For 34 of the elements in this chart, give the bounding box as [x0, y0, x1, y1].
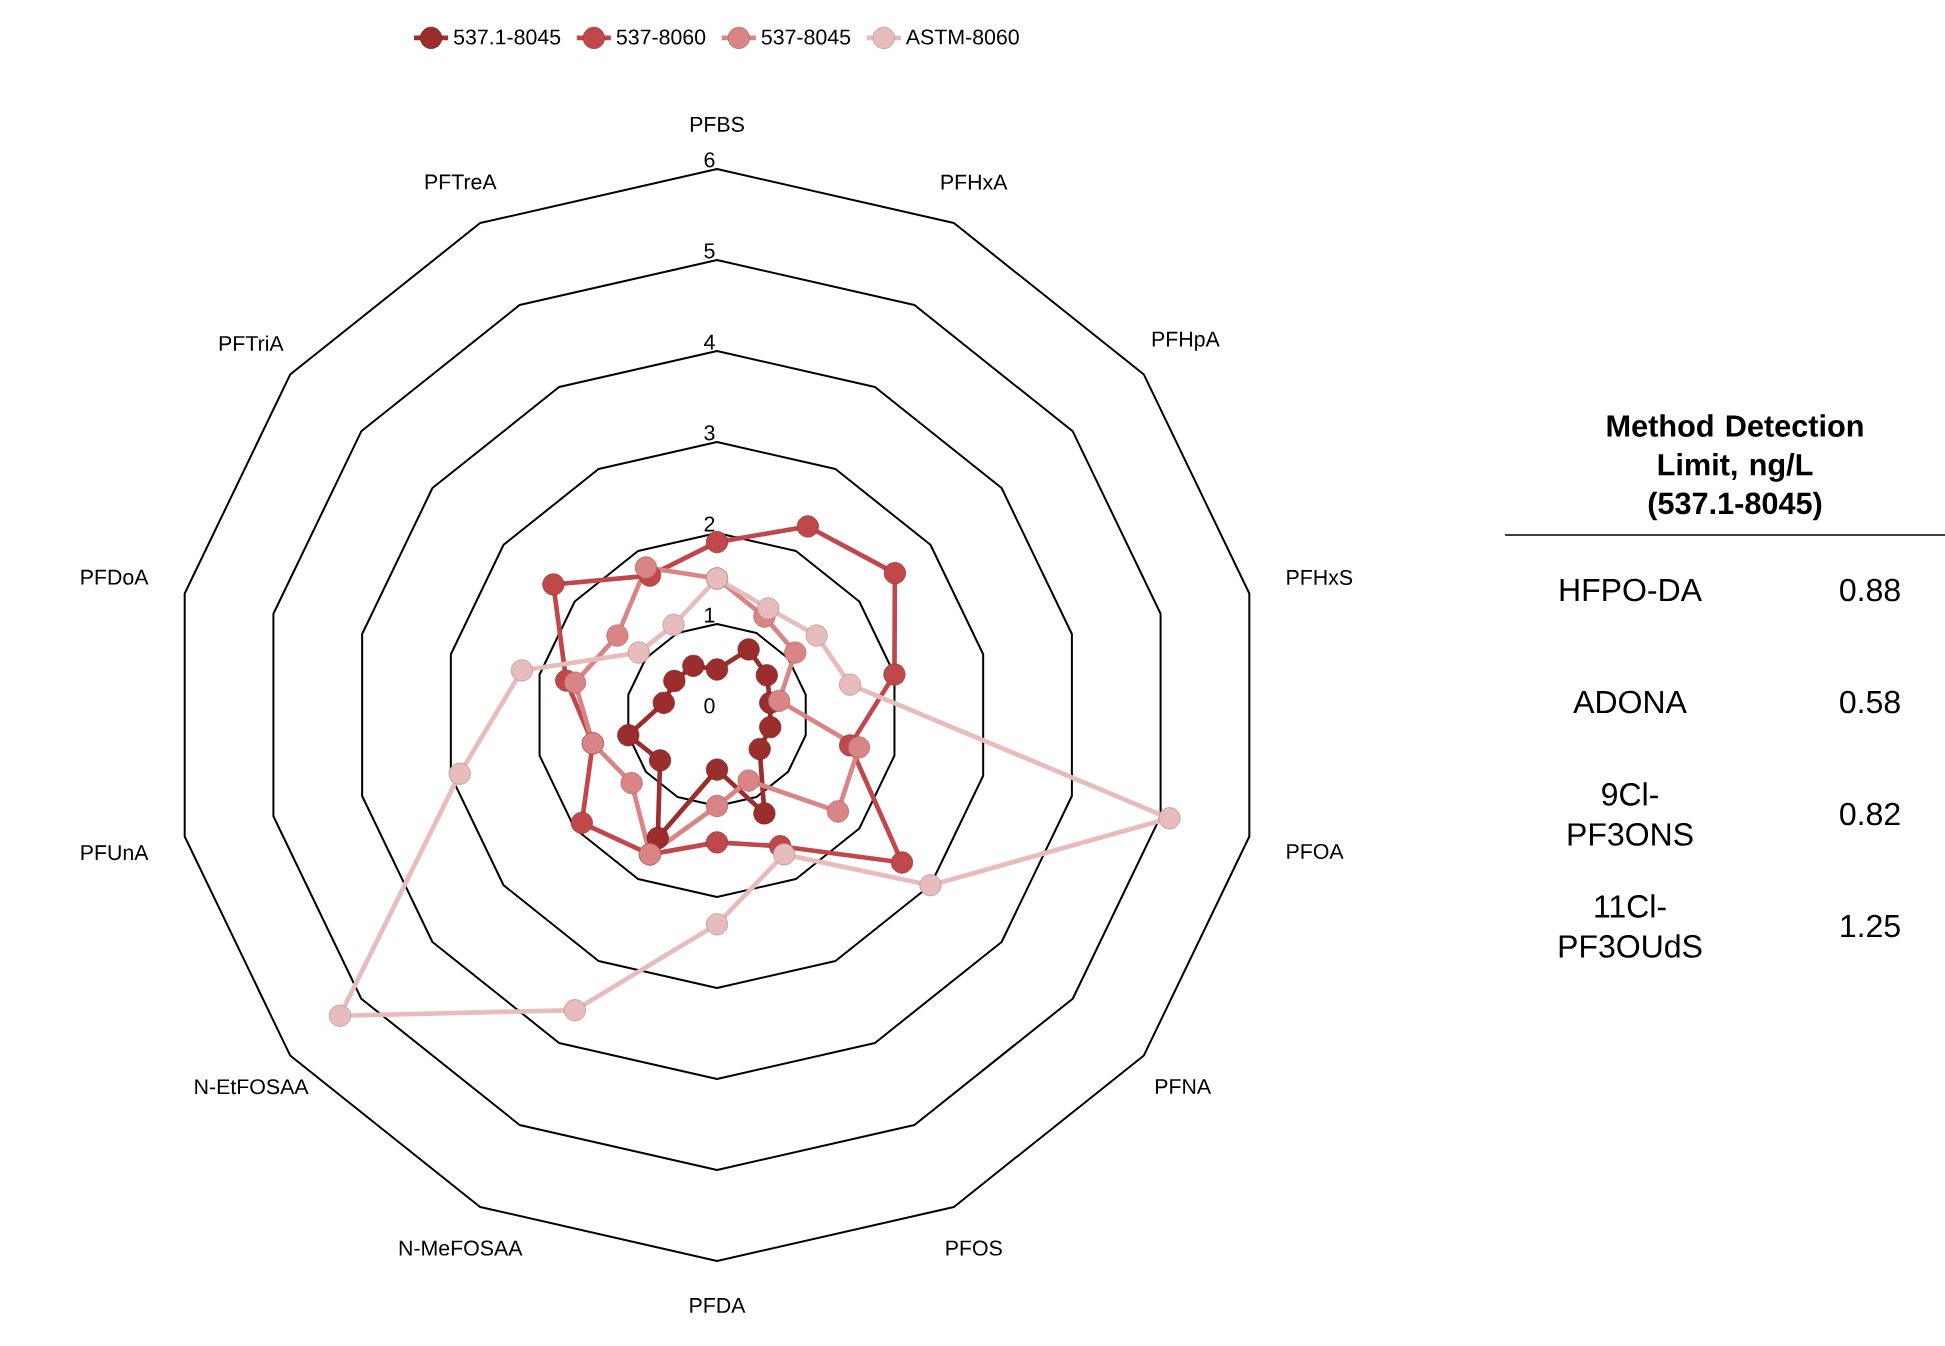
spoke-label: PFTriA: [219, 335, 284, 351]
spoke-label: PFBS: [690, 116, 744, 132]
legend-label: 537-8045: [761, 29, 851, 45]
spoke-label: PFHxS: [1287, 569, 1353, 585]
y-tick-label: 1: [705, 607, 715, 623]
legend-label: 537.1-8045: [454, 29, 561, 45]
spoke-label: PFOS: [946, 1240, 1002, 1256]
spoke-label: PFHpA: [1152, 331, 1220, 351]
data-label: 0.58: [1840, 690, 1900, 714]
spoke-label: PFHxA: [941, 174, 1008, 190]
spoke-label: PFUnA: [81, 845, 149, 861]
category-label: HFPO-DA: [1560, 578, 1702, 602]
y-tick-label: 3: [704, 425, 715, 441]
y-tick-label: 2: [704, 516, 715, 532]
data-label: 0.82: [1840, 802, 1900, 826]
data-label: 1.25: [1841, 914, 1900, 938]
y-tick-label: 4: [704, 334, 715, 350]
legend-label: ASTM-8060: [905, 29, 1019, 45]
spoke-label: N-EtFOSAA: [195, 1079, 309, 1095]
spoke-label: PFTreA: [425, 174, 497, 190]
spoke-label: PFOA: [1287, 843, 1344, 860]
y-tick-label: 6: [704, 152, 715, 168]
category-label: 9Cl-PF3ONS: [1568, 782, 1693, 846]
legend-label: 537-8060: [616, 29, 706, 45]
spoke-label: PFDA: [690, 1298, 746, 1313]
y-tick-label: 5: [704, 243, 715, 259]
spoke-label: PFDoA: [81, 569, 149, 585]
data-label: 0.88: [1840, 578, 1900, 602]
category-label: ADONA: [1573, 690, 1687, 714]
y-tick-label: 0: [704, 698, 715, 714]
category-label: 11Cl-PF3OUdS: [1559, 894, 1702, 958]
spoke-label: PFNA: [1155, 1079, 1212, 1094]
spoke-label: N-MeFOSAA: [399, 1240, 523, 1256]
text: Method Detection Limit, ng/L (537.1-8045): [1607, 414, 1863, 521]
